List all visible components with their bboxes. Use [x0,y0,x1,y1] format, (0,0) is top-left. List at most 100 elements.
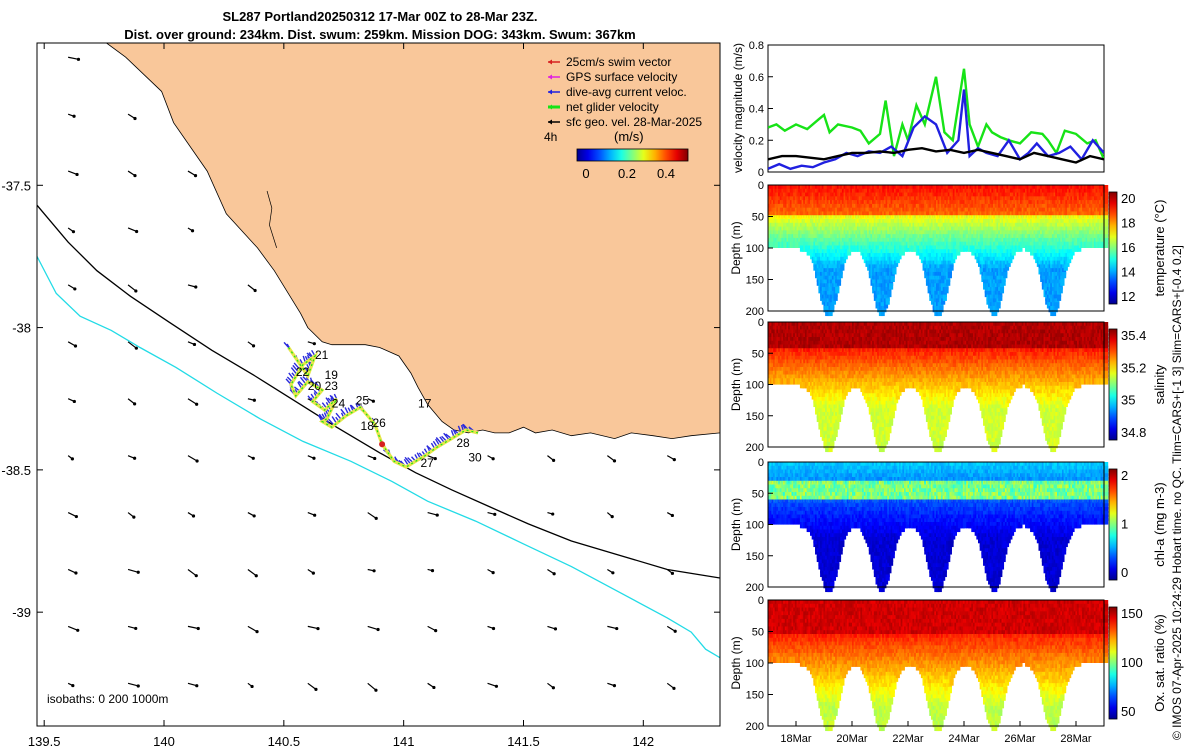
geo-velocity-arrow [308,683,318,691]
heatmap-cell [887,291,891,297]
heatmap-cell [1057,295,1061,301]
map-colorbar-tick-label: 0 [582,166,589,181]
arrow-head [313,514,316,517]
arrow-head [314,688,317,691]
map-y-tick-label: -39 [12,605,31,620]
geo-velocity-arrow [547,512,554,515]
geo-velocity-arrow [308,456,316,460]
track-day-label: 30 [468,450,482,464]
geo-velocity-arrow [68,683,74,687]
arrow-head [312,572,315,575]
figure-canvas: 1718192021222324 2526272830isobaths: 0 20… [0,0,1200,750]
heatmap-cell [886,298,890,304]
arrow-head [253,289,256,292]
heatmap-cell [948,272,952,278]
heatmap-cell [892,268,896,274]
arrow-head [434,457,437,460]
geo-velocity-arrow [248,342,255,348]
heatmap-cell [840,264,844,270]
heatmap-y-tick-label: 0 [758,180,764,192]
velocity-y-tick-label: 0.6 [749,72,764,84]
geo-velocity-arrow [248,456,255,460]
heatmap-y-tick-label: 50 [752,212,764,224]
geo-velocity-arrow [547,456,555,462]
geo-velocity-arrow [128,228,138,233]
geo-velocity-arrow [248,626,259,633]
legend-label: sfc geo. vel. 28-Mar-2025 [566,115,702,129]
arrow-head [376,628,379,631]
geo-velocity-arrow [128,114,137,120]
heatmap-cell [1002,280,1006,286]
map-y-tick-label: -37.5 [1,178,31,193]
panel-colorbar-tick-label: 16 [1121,240,1135,255]
geo-velocity-arrow [68,399,76,403]
arrow-head [374,689,377,692]
geo-velocity-arrow [667,626,677,632]
arrow-head [137,684,140,687]
heatmap-cell [944,287,948,293]
glider-position-marker [379,441,385,447]
arrow-head [191,229,194,232]
geo-velocity-arrow [188,228,194,232]
heatmap-y-tick-label: 100 [746,243,764,255]
arrow-head [73,287,76,290]
arrow-head [255,630,258,633]
arrow-head [77,58,80,61]
arrow-head [313,342,316,345]
geo-velocity-arrow [308,626,320,630]
arrow-head [73,400,76,403]
geo-velocity-arrow [128,171,137,177]
arrow-head [372,400,375,403]
heatmap-y-axis-label: Depth (m) [729,221,743,274]
velocity-y-tick-label: 0.2 [749,135,764,147]
legend-label: dive-avg current veloc. [566,85,687,99]
heatmap-cell [837,280,841,286]
arrow-head [672,687,675,690]
arrow-head [674,630,677,633]
geo-velocity-arrow [128,569,140,573]
geo-velocity-arrow [128,285,137,293]
geo-velocity-arrow [547,626,557,630]
geo-velocity-arrow [188,342,196,346]
panel-colorbar-label: temperature (°C) [1152,200,1167,297]
arrow-head [552,459,555,462]
geo-velocity-arrow [128,626,137,630]
map-colorbar [577,149,688,161]
geo-velocity-arrow [128,513,135,519]
arrow-head [554,627,557,630]
velocity-y-tick-label: 0.8 [749,40,764,52]
arrow-head [432,686,435,689]
geo-velocity-arrow [488,456,495,461]
velocity-y-tick-label: 0 [758,167,764,179]
arrow-head [252,457,255,460]
geo-velocity-arrow [607,626,618,630]
track-day-label: 26 [373,416,387,430]
velocity-y-axis-label: velocity magnitude (m/s) [731,43,745,173]
arrow-head [551,512,554,515]
geo-velocity-arrow [488,569,495,574]
arrow-head [71,684,74,687]
track-day-label: 27 [420,456,434,470]
panel-colorbar-tick-label: 20 [1121,191,1135,206]
arrow-head [133,117,136,120]
geo-velocity-arrow [607,569,614,574]
map-x-tick-label: 140.5 [268,734,301,749]
geo-velocity-arrow [368,569,376,572]
geo-velocity-arrow [188,285,197,289]
geo-velocity-arrow [547,683,555,689]
geo-velocity-arrow [188,399,198,406]
map-x-tick-label: 142 [632,734,654,749]
arrow-head [613,459,616,462]
panel-colorbar-tick-label: 14 [1121,265,1135,280]
arrow-head [611,515,614,518]
geo-velocity-arrow [68,342,77,348]
heatmap-cell [891,276,895,282]
geo-velocity-arrow [308,513,316,517]
arrow-head [316,627,319,630]
heatmap-cell [835,287,839,293]
arrow-head [132,516,135,519]
geo-velocity-arrow [68,513,78,519]
geo-velocity-arrow [488,513,497,516]
geo-velocity-arrow [547,569,555,575]
arrow-head [72,230,75,233]
